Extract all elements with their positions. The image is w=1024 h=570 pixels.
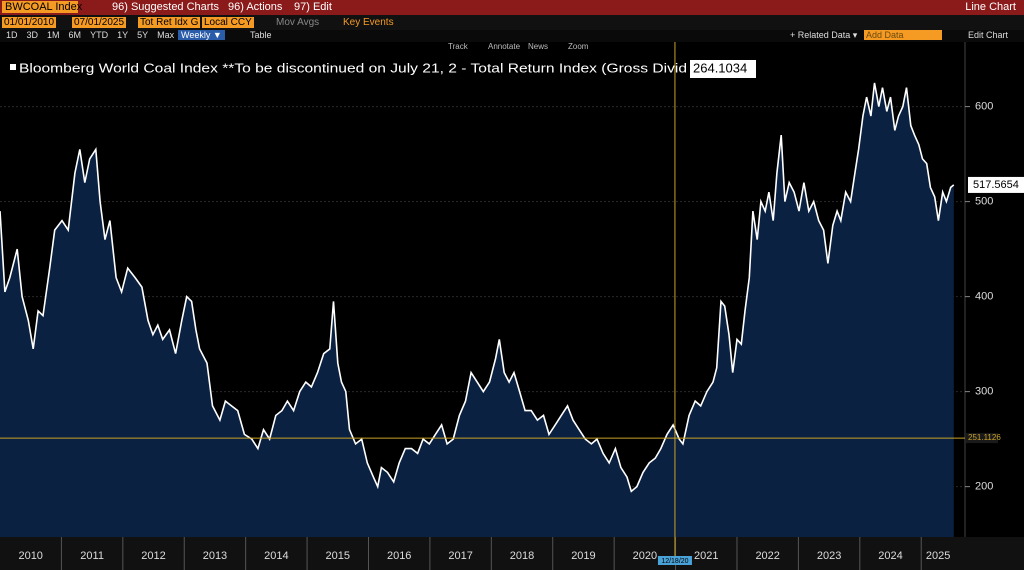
range-button[interactable]: YTD — [90, 30, 109, 40]
y-tick-label: 200 — [975, 481, 993, 493]
x-axis-band — [0, 537, 1024, 570]
x-tick-label: 2024 — [878, 550, 902, 562]
legend-value-box — [690, 60, 756, 78]
period[interactable]: Weekly ▼ — [178, 30, 225, 40]
view-name: Line Chart — [965, 1, 1016, 13]
x-tick-label: 2025 — [926, 550, 950, 562]
range-button[interactable]: 5Y — [137, 30, 149, 40]
y-tick-label: 300 — [975, 386, 993, 398]
range-button[interactable]: 3D — [26, 30, 39, 40]
x-tick-label: 2020 — [633, 550, 657, 562]
x-tick-label: 2022 — [755, 550, 779, 562]
reference-label-box — [966, 433, 998, 444]
command-bar: BWCOAL Index 96) Suggested Charts 96) Ac… — [0, 0, 1024, 15]
menu[interactable]: 97) Edit — [294, 1, 332, 13]
legend-label: Bloomberg World Coal Index **To be disco… — [19, 60, 687, 75]
mov-avgs[interactable]: Mov Avgs — [276, 17, 320, 28]
crosshair-label: 12/18/20 — [661, 558, 688, 565]
tool-button: Track — [448, 42, 469, 51]
ticker[interactable]: BWCOAL Index — [2, 1, 82, 13]
range-button[interactable]: Max — [157, 30, 175, 40]
tool-button: Annotate — [488, 42, 521, 51]
reference-label: 251.1126 — [968, 433, 1001, 442]
x-tick-label: 2015 — [326, 550, 350, 562]
last-value-box — [968, 176, 1024, 193]
end-date[interactable]: 07/01/2025 — [72, 17, 127, 28]
crosshair-label-box — [657, 556, 692, 565]
x-tick-label: 2012 — [141, 550, 165, 562]
tool-button: News — [528, 42, 548, 51]
currency[interactable]: Local CCY — [202, 17, 254, 28]
range-bar: 1D 3D 1M 6M YTD 1Y 5Y Max Weekly ▼ Table + Rela… — [0, 30, 1024, 42]
last-value-label: 517.5654 — [973, 179, 1019, 191]
x-tick-label: 2013 — [203, 550, 227, 562]
field[interactable]: Tot Ret Idx G — [138, 17, 201, 28]
line — [0, 82, 955, 493]
x-tick-label: 2017 — [448, 550, 472, 562]
x-tick-label: 2019 — [571, 550, 595, 562]
y-tick-label: 600 — [975, 101, 993, 113]
x-tick-label: 2010 — [18, 550, 42, 562]
x-tick-label: 2021 — [694, 550, 718, 562]
add-data[interactable]: Add Data — [864, 30, 942, 40]
ranges: 1D 3D 1M 6M YTD 1Y 5Y Max — [6, 30, 183, 40]
y-tick-label: 400 — [975, 291, 993, 303]
edit-chart[interactable]: Edit Chart — [968, 30, 1009, 40]
chart: Track Annotate News Zoom 200 300 400 500 600 2010… — [0, 42, 1024, 570]
related-data[interactable]: + Related Data ▾ — [790, 30, 858, 40]
x-tick-label: 2016 — [387, 550, 411, 562]
legend-swatch — [10, 64, 16, 70]
key-events[interactable]: Key Events — [343, 17, 394, 28]
range-button[interactable]: 1M — [47, 30, 60, 40]
x-tick-label: 2018 — [510, 550, 534, 562]
x-tick-label: 2023 — [817, 550, 841, 562]
x-tick-label: 2011 — [80, 550, 104, 562]
menu[interactable]: 96) Suggested Charts — [112, 1, 220, 13]
tool-button: Zoom — [568, 42, 589, 51]
menu[interactable]: 96) Actions — [228, 1, 283, 13]
start-date[interactable]: 01/01/2010 — [2, 17, 57, 28]
table[interactable]: Table — [250, 30, 272, 40]
legend-value: 264.1034 — [693, 60, 747, 75]
range-button[interactable]: 6M — [68, 30, 82, 40]
legend-box — [8, 58, 760, 80]
range-button[interactable]: 1D — [6, 30, 18, 40]
area — [0, 82, 954, 538]
x-tick-label: 2014 — [264, 550, 288, 562]
settings-bar: 01/01/2010 07/01/2025 Tot Ret Idx G Loca… — [0, 15, 1024, 30]
y-tick-label: 500 — [975, 196, 993, 208]
range-button[interactable]: 1Y — [117, 30, 129, 40]
